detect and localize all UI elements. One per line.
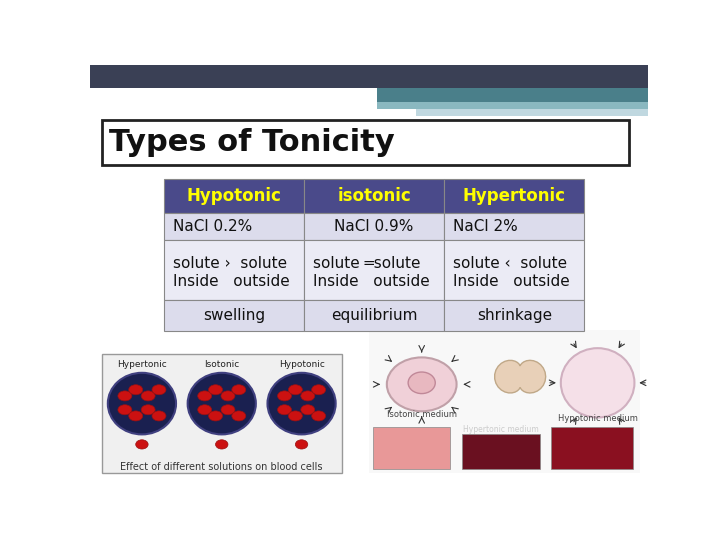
- Ellipse shape: [221, 391, 235, 401]
- Bar: [304, 179, 444, 213]
- Ellipse shape: [152, 384, 166, 395]
- Ellipse shape: [408, 372, 436, 394]
- Ellipse shape: [209, 384, 222, 395]
- Text: solute ›  solute: solute › solute: [173, 255, 287, 271]
- Text: Hypertonic: Hypertonic: [117, 360, 167, 369]
- Text: Hypertonic medium: Hypertonic medium: [463, 426, 539, 434]
- Text: Inside   outside: Inside outside: [454, 274, 570, 289]
- Text: NaCl 0.2%: NaCl 0.2%: [173, 219, 252, 234]
- Text: Hypotonic medium: Hypotonic medium: [558, 414, 638, 423]
- Text: solute ‹  solute: solute ‹ solute: [454, 255, 567, 271]
- Bar: [90, 88, 377, 116]
- Ellipse shape: [232, 411, 246, 421]
- Ellipse shape: [108, 373, 176, 434]
- Text: Isotonic medium: Isotonic medium: [387, 410, 456, 418]
- Ellipse shape: [209, 411, 222, 421]
- Text: Inside   outside: Inside outside: [313, 274, 430, 289]
- Bar: [102, 120, 629, 165]
- Bar: [444, 240, 585, 300]
- Text: equilibrium: equilibrium: [330, 308, 418, 323]
- Ellipse shape: [198, 405, 212, 415]
- Ellipse shape: [561, 348, 634, 417]
- Ellipse shape: [221, 405, 235, 415]
- Ellipse shape: [387, 357, 456, 411]
- Bar: [163, 240, 304, 300]
- Bar: [90, 65, 648, 88]
- Text: Types of Tonicity: Types of Tonicity: [109, 128, 395, 157]
- Ellipse shape: [129, 384, 143, 395]
- Ellipse shape: [289, 411, 302, 421]
- Bar: [163, 179, 304, 213]
- Ellipse shape: [267, 373, 336, 434]
- Text: solute ═solute: solute ═solute: [313, 255, 420, 271]
- Bar: [551, 427, 632, 469]
- Ellipse shape: [141, 391, 155, 401]
- Text: Hypotonic: Hypotonic: [186, 187, 282, 205]
- Ellipse shape: [118, 391, 132, 401]
- Ellipse shape: [301, 405, 315, 415]
- Polygon shape: [495, 360, 546, 393]
- Ellipse shape: [277, 391, 292, 401]
- Ellipse shape: [312, 411, 325, 421]
- Bar: [163, 213, 304, 240]
- Text: swelling: swelling: [203, 308, 265, 323]
- Ellipse shape: [289, 384, 302, 395]
- Ellipse shape: [129, 411, 143, 421]
- Bar: [444, 213, 585, 240]
- Bar: [462, 434, 539, 469]
- Bar: [102, 354, 342, 473]
- Bar: [373, 427, 451, 469]
- Bar: [444, 179, 585, 213]
- Text: Inside   outside: Inside outside: [173, 274, 289, 289]
- Bar: [444, 300, 585, 331]
- Ellipse shape: [277, 405, 292, 415]
- Bar: [415, 110, 648, 116]
- Text: Hypertonic: Hypertonic: [463, 187, 566, 205]
- Ellipse shape: [312, 384, 325, 395]
- Ellipse shape: [295, 440, 307, 449]
- Text: isotonic: isotonic: [337, 187, 411, 205]
- Text: Hypotonic: Hypotonic: [279, 360, 325, 369]
- Ellipse shape: [215, 440, 228, 449]
- Ellipse shape: [301, 391, 315, 401]
- Bar: [377, 102, 648, 110]
- Bar: [304, 240, 444, 300]
- Text: NaCl 2%: NaCl 2%: [454, 219, 518, 234]
- Text: NaCl 0.9%: NaCl 0.9%: [334, 219, 414, 234]
- Ellipse shape: [152, 411, 166, 421]
- Bar: [163, 300, 304, 331]
- Ellipse shape: [141, 405, 155, 415]
- Bar: [369, 330, 640, 473]
- Text: Effect of different solutions on blood cells: Effect of different solutions on blood c…: [120, 462, 323, 472]
- Text: Isotonic: Isotonic: [204, 360, 239, 369]
- Bar: [90, 88, 648, 102]
- Ellipse shape: [232, 384, 246, 395]
- Ellipse shape: [198, 391, 212, 401]
- Ellipse shape: [118, 405, 132, 415]
- Bar: [304, 213, 444, 240]
- Text: shrinkage: shrinkage: [477, 308, 552, 323]
- Ellipse shape: [136, 440, 148, 449]
- Ellipse shape: [188, 373, 256, 434]
- Bar: [304, 300, 444, 331]
